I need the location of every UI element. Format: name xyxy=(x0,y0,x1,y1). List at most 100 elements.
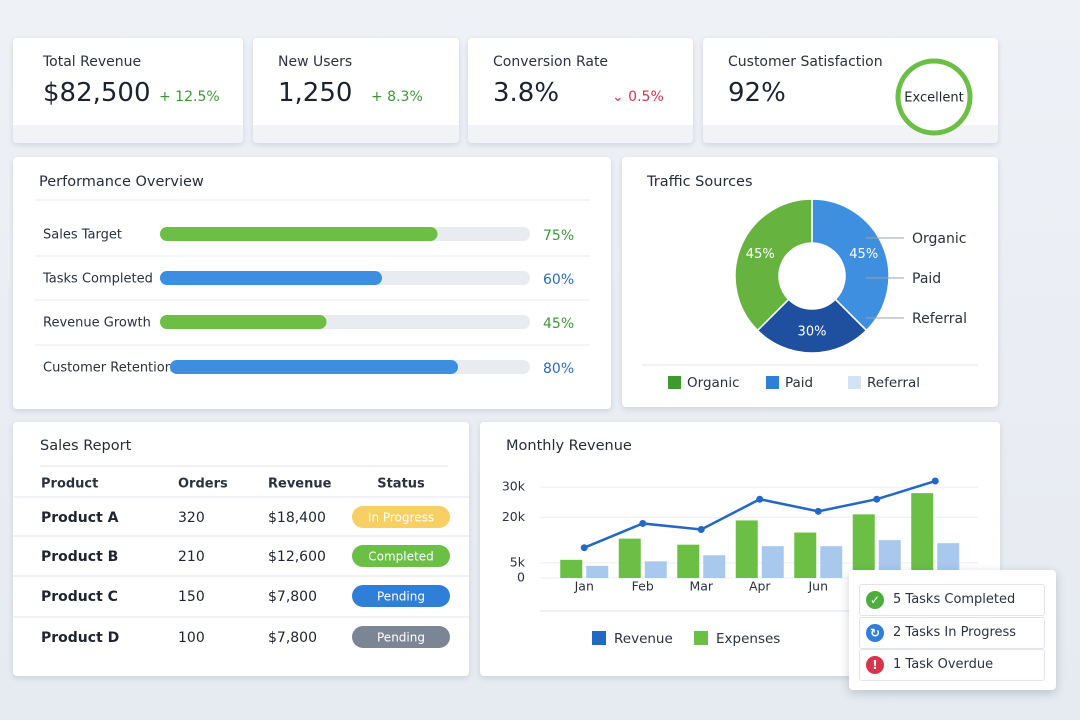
y-tick-label: 5k xyxy=(510,554,526,569)
task-text: 1 Task Overdue xyxy=(893,657,994,672)
kpi-value: 1,250 xyxy=(278,78,353,108)
bar xyxy=(735,520,758,578)
x-tick-label: Jun xyxy=(807,579,828,594)
line-point xyxy=(873,495,881,503)
column-header: Product xyxy=(41,477,98,492)
progress-value: 75% xyxy=(543,228,574,244)
side-label: Paid xyxy=(912,271,941,287)
bar xyxy=(878,540,901,578)
progress-bar xyxy=(170,360,458,374)
bar xyxy=(703,555,726,578)
y-tick-label: 0 xyxy=(517,570,525,585)
progress-value: 45% xyxy=(543,316,574,332)
legend-label: Revenue xyxy=(614,631,673,647)
bar xyxy=(937,543,960,578)
x-tick-label: Mar xyxy=(689,579,713,594)
line-point xyxy=(639,519,647,527)
status-text: Pending xyxy=(377,631,425,645)
legend-swatch xyxy=(766,376,779,389)
kpi-change: + 8.3% xyxy=(371,89,423,105)
card-title: Performance Overview xyxy=(39,174,204,190)
task-item[interactable]: ! 1 Task Overdue xyxy=(859,649,1045,681)
table-cell: Product C xyxy=(41,589,118,605)
card-title: Monthly Revenue xyxy=(506,438,632,454)
kpi-label: Customer Satisfaction xyxy=(728,54,883,70)
legend-swatch xyxy=(694,631,708,645)
legend-label: Referral xyxy=(867,375,920,391)
progress-bar xyxy=(160,315,327,329)
progress-value: 80% xyxy=(543,361,574,377)
line-point xyxy=(931,477,939,485)
card-footer xyxy=(13,125,243,143)
status-pill xyxy=(352,626,450,648)
progress-label: Revenue Growth xyxy=(43,316,151,331)
legend-label: Expenses xyxy=(716,631,780,647)
legend-swatch xyxy=(592,631,606,645)
progress-bar xyxy=(160,271,382,285)
progress-label: Customer Retention xyxy=(43,361,173,376)
card-title: Sales Report xyxy=(40,438,132,454)
kpi-card: New Users 1,250 + 8.3% xyxy=(253,38,459,143)
legend-swatch xyxy=(848,376,861,389)
bar xyxy=(586,565,609,578)
progress-value: 60% xyxy=(543,272,574,288)
table-cell: Product D xyxy=(41,630,119,646)
bar xyxy=(644,561,667,578)
x-tick-label: Feb xyxy=(632,579,654,594)
legend-swatch xyxy=(668,376,681,389)
kpi-value: $82,500 xyxy=(43,78,151,108)
line-point xyxy=(697,526,705,534)
table-cell: $18,400 xyxy=(268,510,326,526)
column-header: Orders xyxy=(178,477,228,492)
table-cell: Product A xyxy=(41,510,119,526)
check-icon: ✓ xyxy=(866,591,884,609)
side-label: Organic xyxy=(912,231,966,247)
kpi-change: + 12.5% xyxy=(159,89,220,105)
table-cell: Product B xyxy=(41,549,118,565)
kpi-label: Conversion Rate xyxy=(493,54,609,70)
y-tick-label: 30k xyxy=(502,479,526,494)
table-cell: $7,800 xyxy=(268,630,317,646)
line xyxy=(583,479,936,549)
progress-icon: ↻ xyxy=(866,624,884,642)
ring-label: Excellent xyxy=(904,91,963,106)
status-text: Completed xyxy=(368,550,433,564)
kpi-card: Conversion Rate 3.8% ⌄ 0.5% xyxy=(468,38,693,143)
side-label: Referral xyxy=(912,311,967,327)
kpi-label: Total Revenue xyxy=(43,54,142,70)
ring xyxy=(895,58,973,136)
table-cell: $7,800 xyxy=(268,589,317,605)
table-cell: $12,600 xyxy=(268,549,326,565)
kpi-label: New Users xyxy=(278,54,353,70)
legend-label: Paid xyxy=(785,375,813,391)
line-point xyxy=(756,495,764,503)
card-title: Traffic Sources xyxy=(647,174,753,190)
line-point xyxy=(580,544,588,552)
task-text: 2 Tasks In Progress xyxy=(893,625,1017,640)
kpi-change: ⌄ 0.5% xyxy=(612,89,664,105)
x-tick-label: Apr xyxy=(749,579,771,594)
column-header: Status xyxy=(377,477,425,492)
task-item[interactable]: ✓ 5 Tasks Completed xyxy=(859,584,1045,616)
bar xyxy=(911,493,934,578)
task-item[interactable]: ↻ 2 Tasks In Progress xyxy=(859,617,1045,649)
table-cell: 100 xyxy=(178,630,205,646)
progress-bar xyxy=(160,227,438,241)
card-footer xyxy=(468,125,693,143)
kpi-card: Total Revenue $82,500 + 12.5% xyxy=(13,38,243,143)
alert-icon: ! xyxy=(866,656,884,674)
slice-label: 30% xyxy=(798,325,827,340)
y-tick-label: 20k xyxy=(502,509,526,524)
slice-label: 45% xyxy=(849,247,878,262)
bar xyxy=(677,544,700,578)
tasks-popup: ✓ 5 Tasks Completed ↻ 2 Tasks In Progress … xyxy=(849,570,1056,690)
progress-label: Tasks Completed xyxy=(42,272,153,287)
status-pill xyxy=(352,585,450,607)
card-footer xyxy=(253,125,459,143)
table-cell: 210 xyxy=(178,549,205,565)
slice-label: 45% xyxy=(746,247,775,262)
bar xyxy=(761,546,784,578)
donut-slice xyxy=(811,198,890,332)
